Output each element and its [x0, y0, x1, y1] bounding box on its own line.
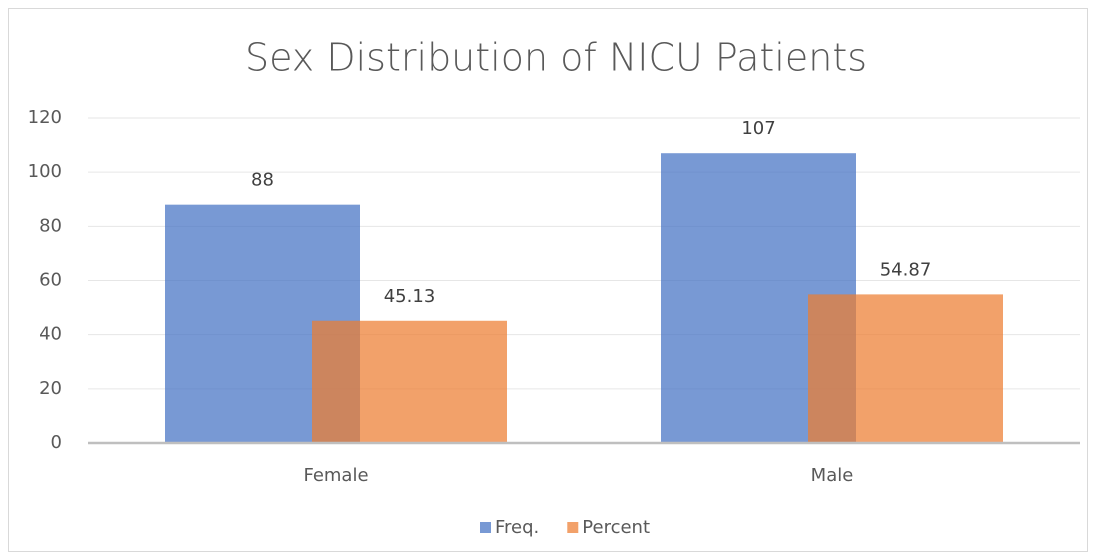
data-label: 107: [741, 118, 775, 139]
x-tick-label: Male: [811, 465, 854, 486]
y-tick-label: 80: [39, 215, 62, 236]
y-tick-label: 100: [28, 161, 62, 182]
data-label: 54.87: [880, 259, 932, 280]
y-tick-label: 60: [39, 270, 62, 291]
legend-label: Freq.: [495, 517, 539, 538]
legend-swatch: [480, 522, 491, 533]
y-tick-label: 0: [51, 432, 62, 453]
data-label: 88: [251, 170, 274, 191]
y-tick-label: 120: [28, 107, 62, 128]
y-tick-label: 40: [39, 324, 62, 345]
bar: [808, 294, 1003, 443]
data-label: 45.13: [384, 286, 436, 307]
legend-swatch: [567, 522, 579, 533]
chart-title: Sex Distribution of NICU Patients: [245, 36, 867, 80]
y-tick-label: 20: [39, 378, 62, 399]
legend-label: Percent: [582, 517, 650, 538]
bar: [312, 320, 507, 443]
x-tick-label: Female: [303, 465, 368, 486]
